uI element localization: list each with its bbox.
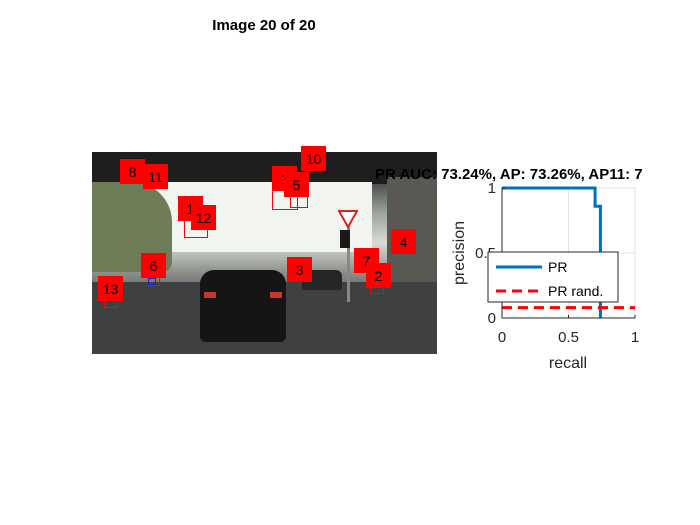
legend-box — [487, 251, 619, 303]
detection-label: 5 — [292, 176, 301, 193]
detection-label: 6 — [149, 257, 158, 274]
parked-car — [302, 270, 342, 290]
detection-box: 2 — [366, 263, 391, 288]
detection-box: 3 — [287, 257, 312, 282]
detection-label: 10 — [305, 150, 322, 167]
detection-box: 5 — [284, 172, 309, 197]
detection-box: 11 — [143, 164, 168, 189]
detection-label: 2 — [374, 267, 383, 284]
legend-entry: PR — [548, 259, 567, 275]
x-tick-label: 0.5 — [558, 329, 579, 346]
chart-title: PR AUC: 73.24%, AP: 73.26%, AP11: 7 — [375, 166, 643, 183]
y-tick-label: 0 — [488, 310, 496, 327]
detection-box: 4 — [391, 229, 416, 254]
detection-box: 13 — [98, 276, 123, 301]
detection-label: 8 — [128, 163, 137, 180]
yield-sign — [338, 210, 358, 228]
series-line-0 — [502, 186, 602, 318]
detection-label: 1 — [187, 202, 195, 216]
car-taillight-right — [270, 292, 282, 298]
figure-title: Image 20 of 20 — [212, 17, 316, 34]
car-taillight-left — [204, 292, 216, 298]
detection-label: 13 — [102, 280, 119, 297]
detection-box: 8 — [120, 159, 145, 184]
detection-label: 7 — [362, 252, 371, 269]
traffic-light — [340, 230, 350, 248]
detection-box: 10 — [301, 146, 326, 171]
detection-outline-blue — [148, 278, 156, 285]
detection-label: 3 — [295, 261, 304, 278]
car — [200, 270, 286, 342]
y-axis-label: precision — [451, 221, 468, 285]
detection-box: 12 — [191, 205, 216, 230]
x-tick-label: 0 — [498, 329, 506, 346]
legend-entry: PR rand. — [548, 283, 603, 299]
sign-pole — [347, 217, 350, 302]
detection-box: 6 — [141, 253, 166, 278]
x-axis-label: recall — [549, 355, 587, 372]
x-tick-label: 1 — [631, 329, 639, 346]
detection-label: 11 — [148, 168, 163, 185]
detection-label: 4 — [399, 233, 408, 250]
y-tick-label: 1 — [488, 180, 496, 197]
detection-label: 12 — [195, 209, 212, 226]
